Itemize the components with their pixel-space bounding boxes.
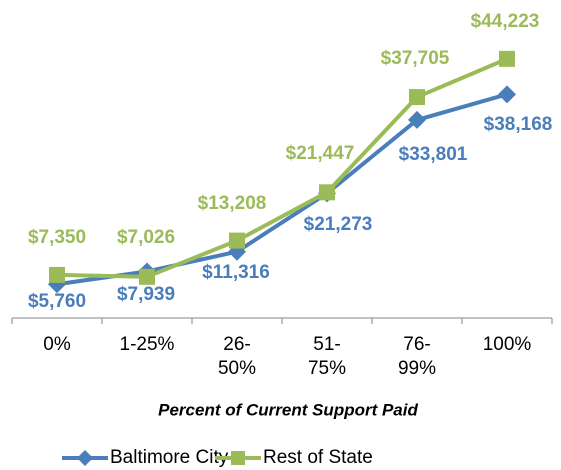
data-label: $37,705 — [381, 48, 450, 69]
x-tick-label-box: 100% — [482, 334, 532, 355]
x-tick-label: 26-50% — [217, 334, 257, 379]
x-tick-label-box: 51-75% — [307, 334, 347, 379]
marker — [499, 50, 515, 67]
data-label: $38,168 — [484, 114, 553, 135]
marker — [409, 89, 425, 106]
series-line — [56, 92, 508, 287]
x-tick-label: 1-25% — [119, 334, 175, 355]
data-label: $5,760 — [28, 291, 86, 312]
data-label: $44,223 — [471, 11, 540, 32]
legend-marker — [231, 451, 245, 465]
data-label: $7,939 — [117, 284, 175, 305]
x-tick-label-box: 26-50% — [217, 334, 257, 379]
marker — [498, 85, 516, 104]
x-tick-label: 100% — [482, 334, 532, 355]
marker — [49, 266, 65, 283]
x-tick-label: 51-75% — [307, 334, 347, 379]
legend-marker — [77, 450, 93, 466]
x-tick-label: 76-99% — [397, 334, 437, 379]
marker — [139, 268, 155, 285]
marker — [319, 184, 335, 201]
x-tick-label-box: 0% — [43, 334, 71, 355]
legend-label: Rest of State — [263, 447, 373, 468]
data-label: $21,447 — [286, 143, 355, 164]
x-tick-label-box: 76-99% — [397, 334, 437, 379]
data-label: $33,801 — [399, 144, 468, 165]
data-label: $21,273 — [304, 214, 373, 235]
data-label: $7,350 — [28, 227, 86, 248]
data-label: $11,316 — [202, 262, 270, 283]
series-line — [56, 57, 508, 279]
data-label: $7,026 — [117, 227, 175, 248]
data-label: $13,208 — [198, 193, 267, 214]
marker — [408, 110, 426, 129]
legend-label: Baltimore City — [110, 447, 229, 468]
x-tick-label-box: 1-25% — [119, 334, 175, 355]
marker — [229, 232, 245, 249]
x-tick-label: 0% — [43, 334, 71, 355]
x-axis-title: Percent of Current Support Paid — [158, 400, 418, 419]
